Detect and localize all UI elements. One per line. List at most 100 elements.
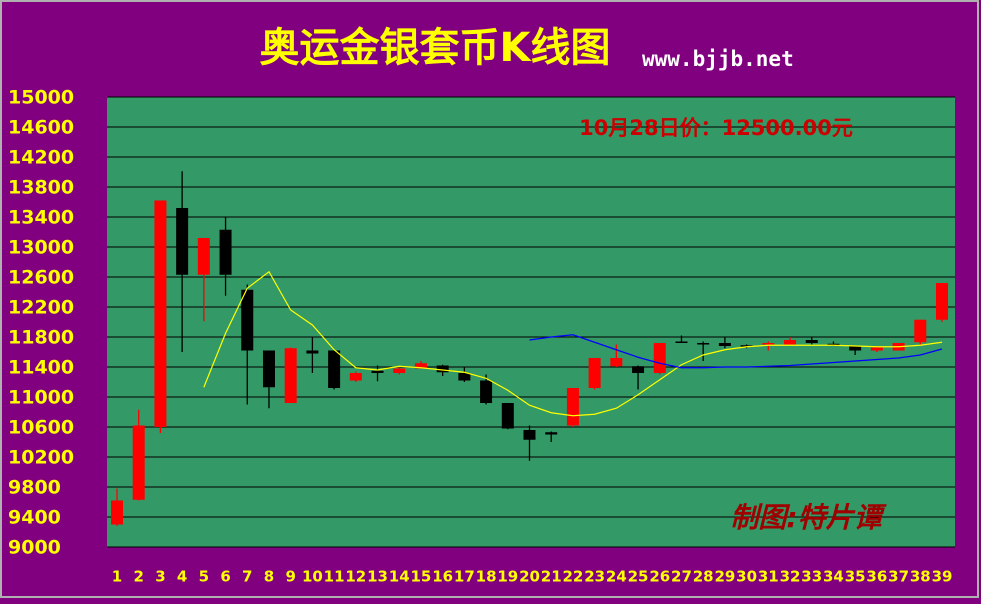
candle-body — [588, 358, 601, 388]
candle-body — [284, 348, 297, 403]
signature: 制图:特片谭 — [730, 501, 887, 534]
candle-body — [697, 343, 710, 345]
y-tick-label: 10200 — [8, 447, 74, 469]
candle-body — [219, 229, 232, 275]
y-tick-label: 14200 — [8, 147, 74, 169]
x-tick-label: 7 — [242, 568, 252, 586]
x-tick-label: 12 — [345, 568, 366, 586]
candle-body — [436, 365, 449, 373]
y-tick-label: 13000 — [8, 237, 74, 259]
x-tick-label: 24 — [606, 568, 627, 586]
x-tick-label: 37 — [888, 568, 909, 586]
y-tick-label: 9400 — [8, 507, 61, 529]
candle-body — [176, 208, 189, 275]
x-tick-label: 13 — [367, 568, 388, 586]
y-tick-label: 13800 — [8, 177, 74, 199]
x-tick-label: 1 — [112, 568, 122, 586]
y-tick-label: 12600 — [8, 267, 74, 289]
candle-body — [936, 283, 948, 320]
candle-body — [566, 388, 579, 426]
candle-body — [328, 350, 341, 388]
x-tick-label: 38 — [910, 568, 931, 586]
candle-body — [371, 370, 384, 373]
candle-body — [632, 366, 645, 373]
x-tick-label: 39 — [932, 568, 953, 586]
x-tick-label: 28 — [693, 568, 714, 586]
candle-body — [154, 200, 167, 427]
candle-body — [197, 238, 210, 275]
x-tick-label: 20 — [519, 568, 540, 586]
candle-body — [349, 373, 362, 381]
plot-area — [107, 97, 955, 547]
candle-body — [653, 343, 666, 373]
x-tick-label: 5 — [199, 568, 209, 586]
moving-average-line — [529, 334, 943, 369]
x-tick-label: 21 — [541, 568, 562, 586]
candle-body — [914, 319, 927, 343]
x-tick-label: 23 — [584, 568, 605, 586]
candle-body — [827, 343, 840, 346]
annotation: 10月28日价：12500.00元 — [579, 116, 853, 140]
candle-body — [740, 345, 753, 347]
y-tick-label: 15000 — [8, 87, 74, 109]
candle-body — [610, 358, 623, 367]
y-tick-label: 11400 — [8, 357, 74, 379]
x-tick-label: 31 — [758, 568, 779, 586]
x-tick-label: 32 — [780, 568, 801, 586]
y-tick-label: 9800 — [8, 477, 61, 499]
y-tick-label: 10600 — [8, 417, 74, 439]
x-tick-label: 18 — [476, 568, 497, 586]
y-tick-label: 11000 — [8, 387, 74, 409]
x-tick-label: 30 — [736, 568, 757, 586]
candle-body — [306, 350, 319, 354]
x-tick-label: 8 — [264, 568, 274, 586]
candle-body — [132, 425, 145, 500]
candle-body — [718, 343, 731, 346]
x-tick-label: 26 — [649, 568, 670, 586]
candle-body — [262, 350, 275, 388]
x-tick-label: 14 — [389, 568, 410, 586]
y-tick-label: 9000 — [8, 537, 61, 559]
candle-body — [501, 403, 514, 429]
chart-title: 奥运金银套币K线图 — [260, 25, 611, 71]
candle-body — [523, 430, 536, 440]
candle-body — [111, 500, 123, 525]
x-tick-label: 25 — [628, 568, 649, 586]
candle-body — [675, 341, 688, 343]
x-tick-label: 3 — [155, 568, 165, 586]
x-tick-label: 16 — [432, 568, 453, 586]
x-tick-label: 35 — [845, 568, 866, 586]
y-tick-label: 13400 — [8, 207, 74, 229]
candle-body — [393, 368, 406, 373]
y-tick-label: 14600 — [8, 117, 74, 139]
candle-body — [414, 363, 427, 369]
candle-body — [241, 289, 254, 351]
x-tick-label: 10 — [302, 568, 323, 586]
candle-body — [762, 343, 775, 345]
y-tick-label: 11800 — [8, 327, 74, 349]
x-tick-label: 9 — [285, 568, 295, 586]
x-tick-label: 34 — [823, 568, 844, 586]
x-tick-label: 17 — [454, 568, 475, 586]
y-tick-label: 12200 — [8, 297, 74, 319]
x-tick-label: 29 — [714, 568, 735, 586]
x-tick-label: 19 — [497, 568, 518, 586]
moving-average-line — [203, 270, 943, 417]
candle-body — [784, 340, 797, 345]
subtitle: www.bjjb.net — [642, 47, 794, 71]
x-tick-label: 36 — [866, 568, 887, 586]
candle-body — [545, 432, 558, 435]
candle-body — [849, 346, 862, 351]
x-tick-label: 33 — [801, 568, 822, 586]
candle-body — [480, 380, 493, 403]
candle-body — [870, 347, 883, 351]
x-tick-label: 11 — [324, 568, 345, 586]
x-tick-label: 27 — [671, 568, 692, 586]
x-tick-label: 4 — [177, 568, 187, 586]
candle-body — [805, 340, 818, 343]
x-tick-label: 6 — [220, 568, 230, 586]
candle-body — [458, 373, 471, 381]
x-tick-label: 15 — [411, 568, 432, 586]
x-tick-label: 22 — [562, 568, 583, 586]
